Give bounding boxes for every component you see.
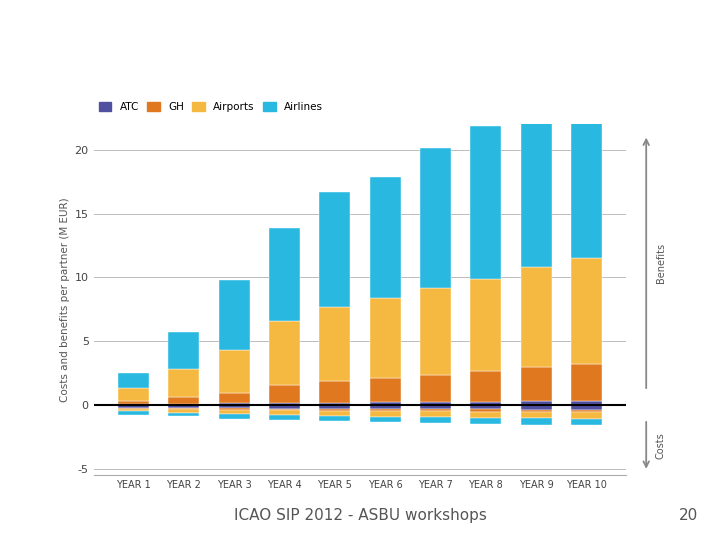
Bar <box>118 411 149 415</box>
Bar <box>168 404 199 405</box>
Bar <box>571 410 602 412</box>
Bar <box>168 369 199 397</box>
Bar <box>118 408 149 409</box>
Bar <box>269 228 300 321</box>
Bar <box>118 388 149 401</box>
Y-axis label: Costs and benefits per partner (M EUR): Costs and benefits per partner (M EUR) <box>60 198 71 402</box>
Bar <box>470 405 502 409</box>
Bar <box>269 405 300 409</box>
Bar <box>118 373 149 388</box>
Bar <box>319 403 351 405</box>
Bar <box>470 409 502 411</box>
Bar <box>319 307 351 381</box>
Text: ICAO SIP 2012 - ASBU workshops: ICAO SIP 2012 - ASBU workshops <box>233 508 487 523</box>
Bar <box>218 414 250 418</box>
Bar <box>319 410 351 416</box>
Bar <box>420 375 451 402</box>
Bar <box>118 404 149 405</box>
Bar <box>571 401 602 405</box>
Bar <box>420 417 451 423</box>
Bar <box>521 410 552 412</box>
Bar <box>420 402 451 405</box>
Bar <box>470 402 502 405</box>
Bar <box>420 147 451 288</box>
Bar <box>470 418 502 424</box>
Text: Costs and benefits per partner: Costs and benefits per partner <box>18 46 500 73</box>
Bar <box>521 412 552 418</box>
Legend: ATC, GH, Airports, Airlines: ATC, GH, Airports, Airlines <box>99 102 323 112</box>
Bar <box>218 280 250 350</box>
Text: 20: 20 <box>679 508 698 523</box>
Bar <box>521 367 552 401</box>
Bar <box>168 409 199 413</box>
Bar <box>571 47 602 258</box>
Bar <box>571 405 602 410</box>
Bar <box>319 381 351 403</box>
Bar <box>319 405 351 409</box>
Bar <box>269 415 300 420</box>
Bar <box>470 371 502 402</box>
Bar <box>369 177 401 299</box>
Bar <box>269 321 300 385</box>
Bar <box>118 405 149 408</box>
Bar <box>319 409 351 410</box>
Bar <box>571 412 602 419</box>
Bar <box>118 409 149 411</box>
Bar <box>369 299 401 377</box>
Bar <box>218 350 250 393</box>
Text: Costs: Costs <box>656 432 665 459</box>
Bar <box>369 402 401 405</box>
Bar <box>470 126 502 279</box>
Bar <box>521 401 552 405</box>
Bar <box>521 418 552 424</box>
Bar <box>571 419 602 426</box>
Bar <box>218 408 250 410</box>
Bar <box>168 408 199 409</box>
Bar <box>319 192 351 307</box>
Bar <box>269 409 300 410</box>
Bar <box>521 405 552 410</box>
Bar <box>470 411 502 418</box>
Bar <box>218 403 250 405</box>
Bar <box>571 258 602 363</box>
Bar <box>571 363 602 401</box>
Bar <box>420 288 451 375</box>
Bar <box>319 416 351 421</box>
Bar <box>218 410 250 414</box>
Bar <box>521 89 552 267</box>
Text: Benefits: Benefits <box>656 243 665 283</box>
Bar <box>369 409 401 411</box>
Bar <box>369 377 401 402</box>
Bar <box>269 410 300 415</box>
Bar <box>168 405 199 408</box>
Bar <box>521 267 552 367</box>
Bar <box>168 413 199 416</box>
Bar <box>420 405 451 409</box>
Bar <box>420 409 451 411</box>
Bar <box>369 405 401 409</box>
Bar <box>168 397 199 404</box>
Bar <box>269 385 300 403</box>
Bar <box>269 403 300 405</box>
Bar <box>168 332 199 369</box>
Bar <box>369 417 401 422</box>
Bar <box>218 405 250 408</box>
Bar <box>420 411 451 417</box>
Bar <box>118 401 149 404</box>
Bar <box>218 393 250 403</box>
Bar <box>470 279 502 371</box>
Bar <box>369 411 401 417</box>
